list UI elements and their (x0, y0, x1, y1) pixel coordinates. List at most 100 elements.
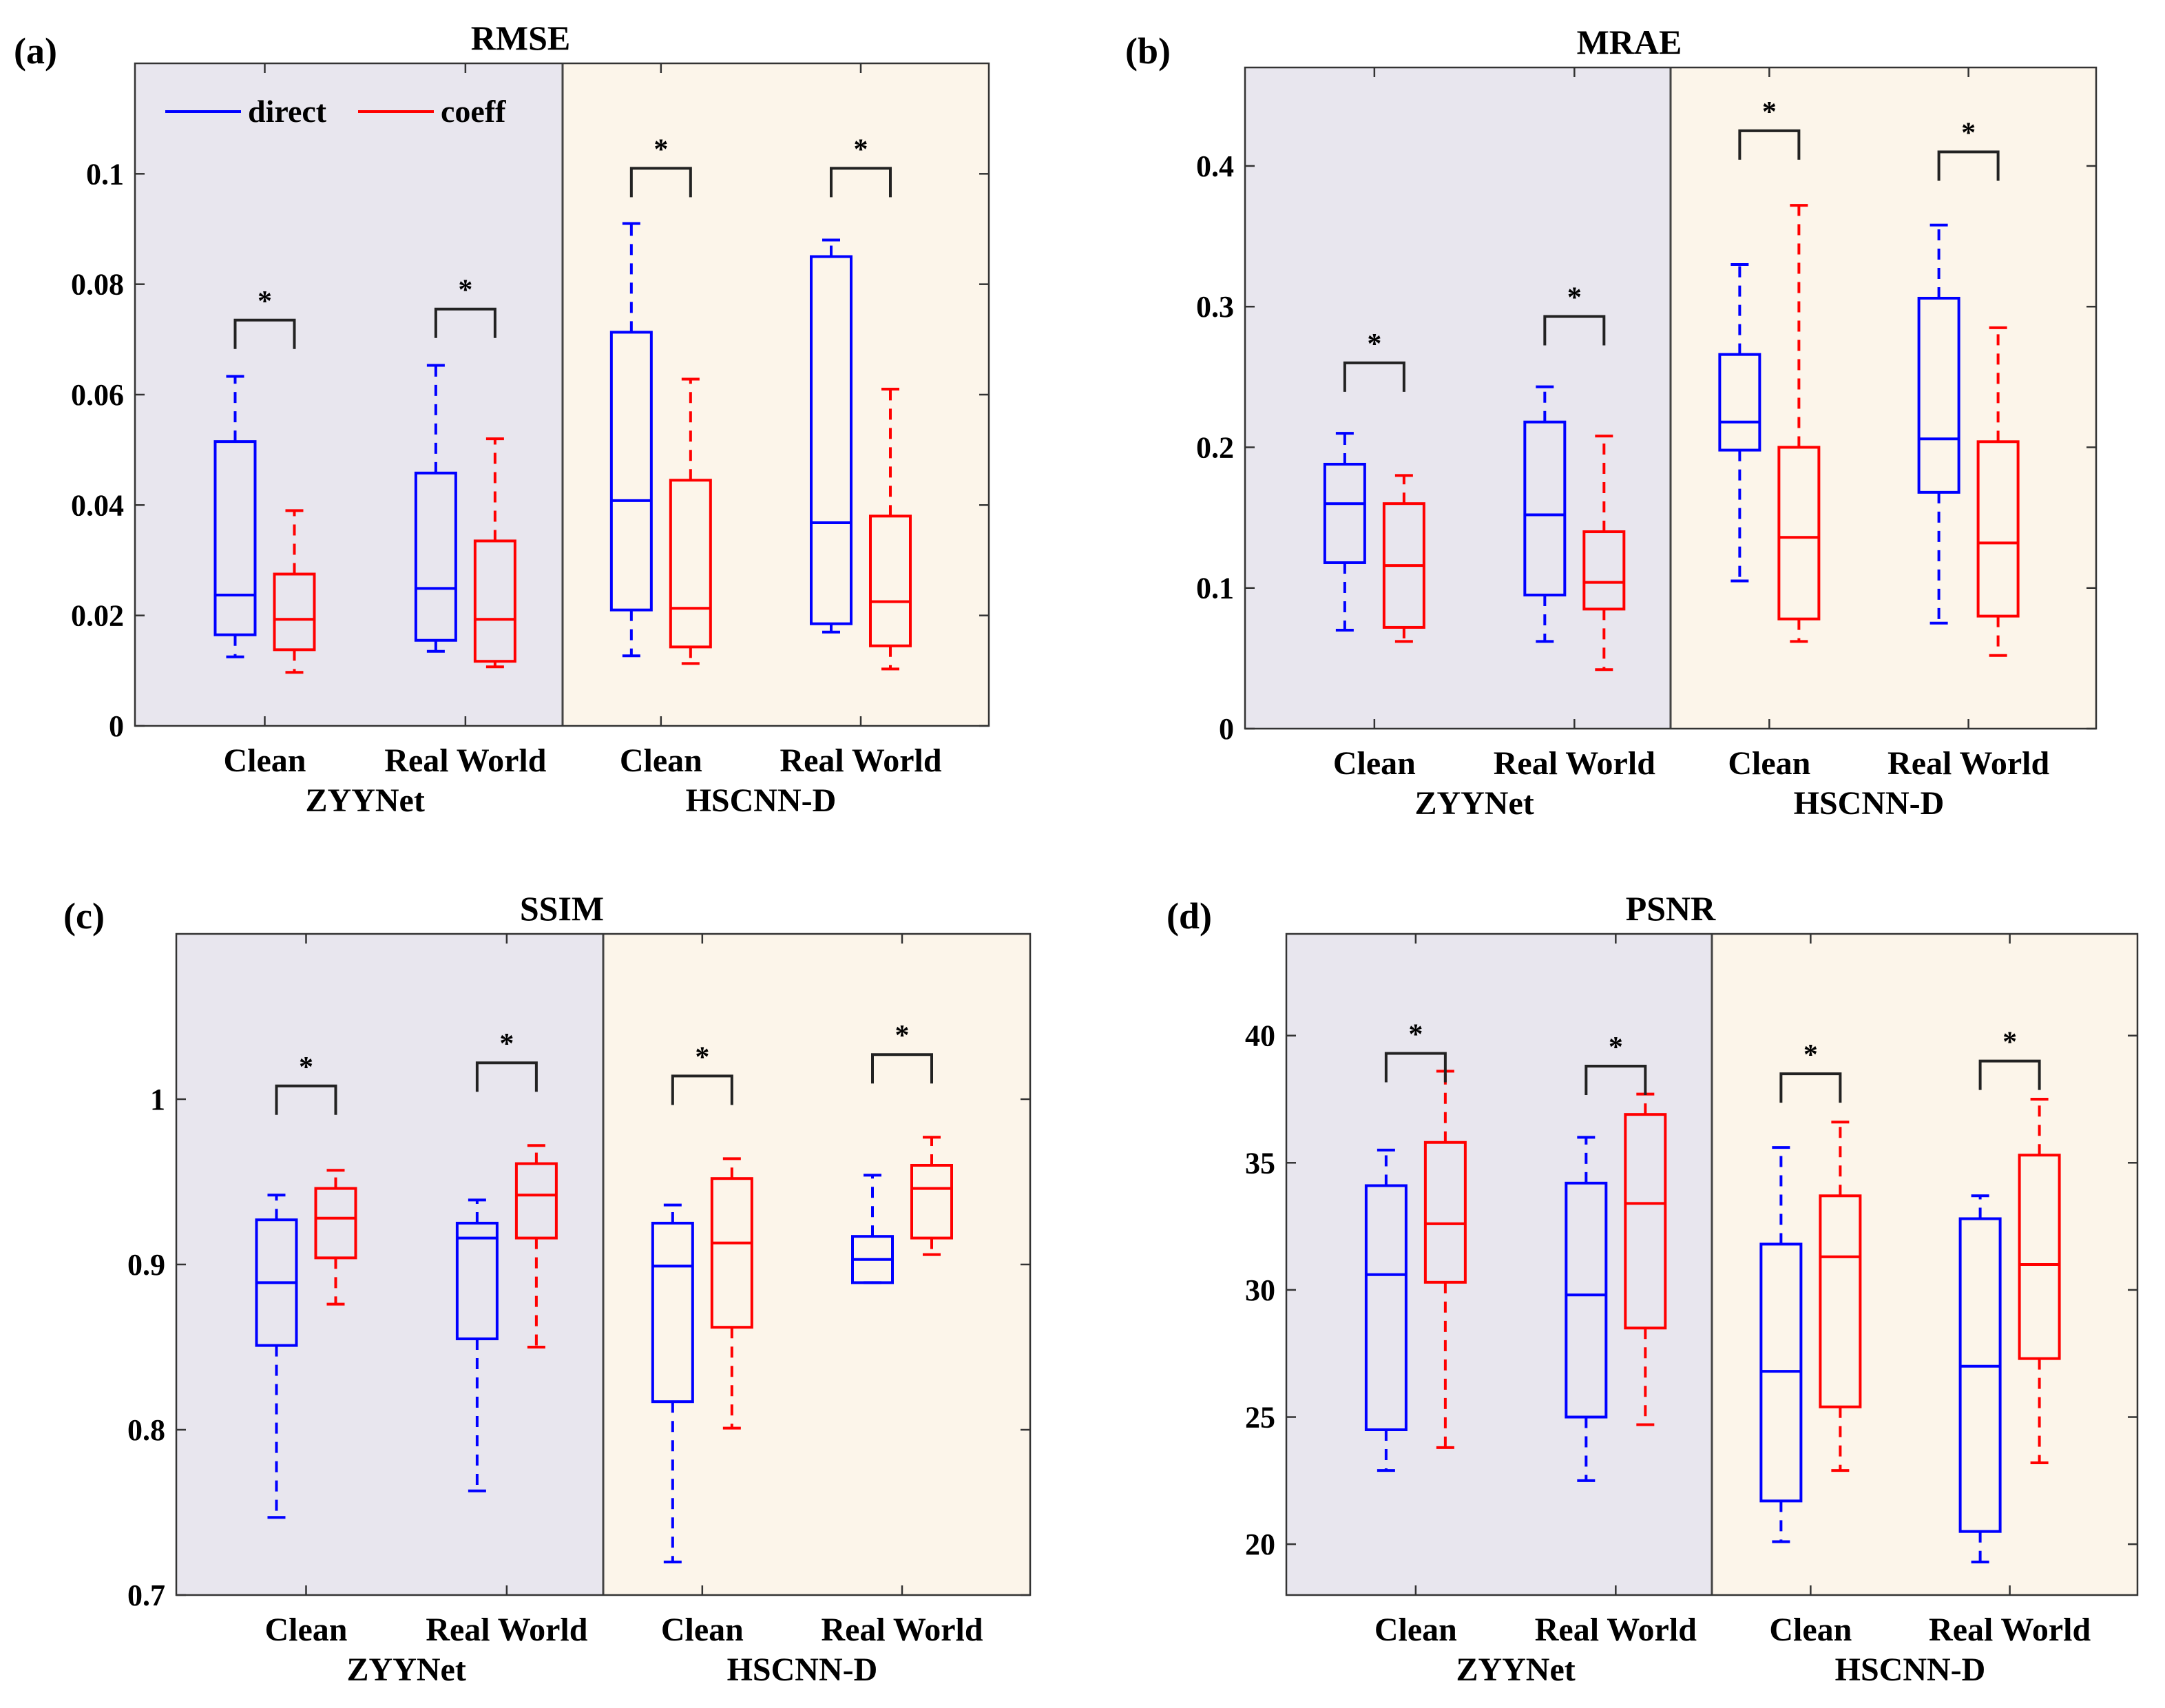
x-category-label: Clean (1333, 745, 1416, 782)
chart-title: PSNR (1626, 889, 1716, 928)
direct-box (213, 375, 257, 658)
hscnn-background (563, 63, 989, 726)
group-label-zyynet: ZYYNet (347, 1652, 466, 1688)
significance-star: * (895, 1020, 910, 1052)
box-iqr (1819, 1194, 1862, 1408)
box-iqr (1565, 1181, 1608, 1419)
y-tick-label: 0.8 (127, 1413, 165, 1447)
coeff-box (1777, 204, 1821, 643)
bracket-line (830, 167, 892, 198)
legend-label-coeff: coeff (441, 94, 506, 129)
significance-bracket: * (1738, 96, 1801, 160)
coeff-box (273, 509, 316, 674)
box-iqr (869, 514, 912, 647)
coeff-box (669, 377, 712, 665)
significance-star: * (299, 1052, 313, 1083)
box-iqr (1364, 1184, 1408, 1431)
significance-star: * (499, 1028, 514, 1060)
bracket-line (1584, 1065, 1647, 1095)
significance-bracket: * (1779, 1039, 1842, 1103)
bracket-line (1978, 1059, 2041, 1090)
direct-box (651, 1203, 694, 1563)
y-tick-label: 0.2 (1196, 430, 1234, 464)
significance-star: * (258, 286, 272, 317)
box-iqr (414, 471, 457, 642)
y-tick-label: 0 (1219, 712, 1234, 746)
y-tick-label: 0.3 (1196, 290, 1234, 324)
chart-title: MRAE (1577, 23, 1682, 61)
bracket-line (275, 1084, 337, 1115)
coeff-box (910, 1136, 953, 1256)
box-iqr (314, 1187, 357, 1260)
box-iqr (2018, 1154, 2061, 1360)
direct-box (1565, 1136, 1608, 1482)
chart-title: RMSE (471, 19, 570, 57)
box-iqr (473, 539, 516, 663)
significance-bracket: * (1978, 1027, 2041, 1090)
box-iqr (1917, 296, 1960, 494)
coeff-box (1819, 1121, 1862, 1472)
coeff-box (869, 387, 912, 671)
zyynet-background (135, 63, 563, 726)
group-label-zyynet: ZYYNet (306, 782, 425, 819)
bracket-line (871, 1053, 933, 1084)
y-tick-label: 1 (150, 1083, 165, 1116)
chart-title: SSIM (520, 889, 604, 928)
coeff-box (1423, 1070, 1467, 1449)
significance-star: * (1567, 282, 1582, 314)
box-iqr (273, 572, 316, 652)
coeff-box (1382, 474, 1425, 643)
group-label-zyynet: ZYYNet (1414, 785, 1534, 822)
box-iqr (609, 331, 653, 612)
box-iqr (651, 1222, 694, 1404)
direct-box (609, 222, 653, 658)
direct-box (810, 238, 853, 634)
significance-star: * (1609, 1032, 1623, 1063)
significance-bracket: * (475, 1028, 538, 1092)
x-category-label: Clean (620, 742, 702, 779)
box-iqr (1423, 1141, 1467, 1284)
significance-star: * (1762, 96, 1777, 128)
zyynet-background (1286, 934, 1712, 1595)
box-iqr (710, 1177, 753, 1329)
x-category-label: Real World (1535, 1612, 1697, 1648)
bracket-line (629, 167, 692, 198)
y-tick-label: 0.1 (86, 157, 124, 191)
box-iqr (1624, 1113, 1667, 1330)
coeff-box (710, 1157, 753, 1430)
box-iqr (1718, 353, 1761, 452)
panel-label: (a) (14, 30, 57, 72)
box-iqr (1582, 530, 1626, 611)
hscnn-background (603, 934, 1030, 1595)
x-category-label: Real World (1494, 745, 1655, 782)
significance-bracket: * (871, 1020, 933, 1084)
direct-box (1364, 1148, 1408, 1472)
significance-star: * (695, 1041, 709, 1073)
significance-bracket: * (1384, 1019, 1447, 1083)
direct-box (455, 1198, 499, 1492)
y-tick-label: 0.04 (71, 488, 124, 522)
significance-bracket: * (629, 134, 692, 198)
panel-b: 0 0.1 0.2 0.3 0.4 * * * * Clean Real World Clean Rea… (1125, 23, 2098, 822)
coeff-box (514, 1144, 558, 1348)
panel-a: 0 0.02 0.04 0.06 0.08 0.1 * * * * Clean Real World C… (14, 19, 990, 819)
bracket-line (434, 307, 496, 338)
x-category-label: Real World (821, 1612, 983, 1648)
direct-box (1917, 223, 1960, 625)
bracket-line (1779, 1072, 1842, 1103)
hscnn-background (1712, 934, 2137, 1595)
axes-frame (1285, 933, 2139, 1596)
direct-box (1718, 262, 1761, 583)
direct-box (1958, 1194, 2002, 1563)
bracket-line (233, 318, 296, 349)
significance-star: * (458, 275, 472, 306)
group-label-zyynet: ZYYNet (1456, 1652, 1575, 1688)
significance-bracket: * (1543, 282, 1606, 346)
group-label-hscnn: HSCNN-D (686, 782, 837, 819)
panel-d: 20 25 30 35 40 * * * * Clean Real World Clean Real W… (1167, 889, 2139, 1688)
box-iqr (213, 440, 257, 636)
bracket-line (671, 1074, 733, 1105)
significance-star: * (653, 134, 668, 165)
significance-bracket: * (434, 275, 496, 338)
